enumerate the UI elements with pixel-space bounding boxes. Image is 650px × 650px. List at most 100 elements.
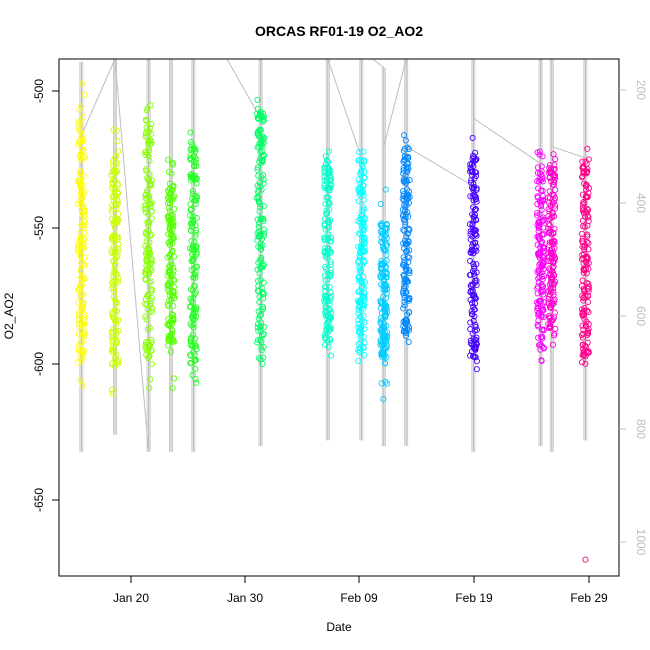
data-point — [384, 309, 391, 316]
data-point — [146, 279, 153, 286]
altitude-connector — [551, 146, 586, 159]
data-point — [378, 317, 385, 324]
y-tick-label: -600 — [32, 352, 46, 376]
data-point — [322, 307, 329, 314]
data-point — [80, 260, 87, 267]
data-point — [327, 314, 334, 321]
data-point — [470, 228, 477, 235]
data-point — [402, 265, 409, 272]
data-point — [534, 194, 541, 201]
data-point — [164, 286, 171, 293]
data-point — [114, 201, 121, 208]
flight-series — [377, 186, 391, 403]
data-point — [112, 356, 119, 363]
data-point — [467, 319, 474, 326]
data-point — [584, 194, 591, 201]
data-point — [326, 297, 333, 304]
data-point — [254, 266, 261, 273]
data-point — [546, 271, 553, 278]
data-point — [536, 222, 543, 229]
data-point — [578, 256, 586, 263]
data-point — [171, 193, 178, 200]
data-point — [579, 235, 586, 242]
data-point — [534, 169, 541, 177]
data-point — [538, 357, 545, 364]
data-point — [357, 169, 364, 176]
data-point — [322, 153, 329, 160]
data-point — [545, 320, 552, 328]
data-point — [581, 213, 589, 220]
data-point — [469, 292, 476, 299]
data-point — [78, 134, 85, 141]
data-point — [381, 259, 388, 266]
data-point — [355, 310, 362, 317]
data-point — [403, 248, 410, 255]
data-point — [471, 279, 479, 286]
data-point — [552, 186, 559, 193]
data-point — [110, 162, 117, 169]
data-point — [580, 223, 587, 230]
data-point — [540, 197, 547, 205]
data-point — [468, 177, 475, 184]
data-point — [108, 285, 115, 292]
data-point — [534, 283, 542, 290]
data-point — [550, 166, 557, 173]
altitude-connector — [80, 58, 116, 136]
data-point — [75, 286, 82, 294]
data-point — [377, 327, 384, 334]
data-point — [583, 170, 590, 177]
data-point — [81, 333, 88, 340]
data-point — [258, 153, 265, 160]
data-point — [114, 279, 122, 286]
data-point — [149, 308, 156, 315]
data-point — [115, 148, 122, 155]
data-point — [143, 351, 150, 358]
data-point — [78, 187, 85, 194]
altitude-connector — [372, 58, 385, 68]
data-point — [190, 274, 197, 281]
altitude-connector — [114, 58, 150, 452]
data-point — [109, 338, 116, 346]
data-point — [552, 156, 559, 163]
data-point — [402, 332, 410, 340]
data-point — [255, 172, 262, 179]
data-point — [535, 235, 542, 242]
data-point — [583, 270, 590, 277]
data-point — [254, 166, 261, 173]
data-point — [111, 224, 118, 231]
data-point — [405, 297, 412, 304]
data-point — [403, 289, 410, 296]
data-point — [327, 184, 334, 191]
data-point — [193, 346, 200, 353]
data-point — [400, 240, 407, 247]
data-point — [377, 265, 385, 272]
data-point — [256, 299, 263, 306]
data-point — [534, 149, 541, 156]
data-point — [540, 306, 547, 313]
data-point — [143, 129, 150, 136]
x-tick-label: Jan 30 — [227, 591, 263, 605]
data-point — [536, 170, 543, 177]
data-point — [77, 183, 84, 190]
data-point — [327, 271, 334, 279]
data-point — [355, 306, 362, 313]
data-point — [355, 288, 363, 295]
data-point — [377, 319, 384, 326]
data-point — [327, 306, 334, 314]
data-point — [145, 147, 153, 154]
data-point — [584, 212, 591, 219]
data-point — [78, 357, 85, 364]
data-point — [535, 298, 543, 305]
data-point — [405, 188, 413, 195]
data-point — [75, 309, 82, 316]
data-point — [546, 241, 553, 248]
data-point — [585, 206, 592, 213]
data-point — [403, 267, 410, 274]
data-point — [360, 192, 367, 199]
data-point — [143, 117, 150, 124]
flight-series — [354, 148, 368, 365]
data-point — [110, 192, 117, 199]
data-point — [536, 178, 543, 185]
data-point — [355, 341, 362, 348]
